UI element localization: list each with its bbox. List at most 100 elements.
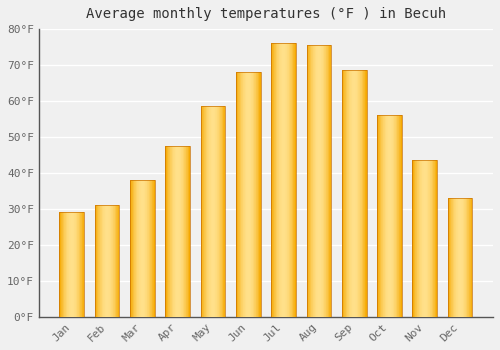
Bar [253,72,254,317]
Bar [175,146,176,317]
Bar [329,45,330,317]
Bar [98,205,99,317]
Bar [138,180,140,317]
Bar [177,146,178,317]
Bar [74,212,75,317]
Bar [420,160,421,317]
Bar [145,180,146,317]
Bar [290,43,291,317]
Bar [456,198,457,317]
Bar [468,198,469,317]
Bar [311,45,312,317]
Bar [137,180,138,317]
Bar [319,45,320,317]
Bar [211,106,212,317]
Bar [344,70,345,317]
Bar [277,43,278,317]
Bar [204,106,205,317]
Bar [294,43,296,317]
Bar [170,146,171,317]
Title: Average monthly temperatures (°F ) in Becuh: Average monthly temperatures (°F ) in Be… [86,7,446,21]
Bar [118,205,119,317]
Bar [346,70,347,317]
Bar [289,43,290,317]
Bar [143,180,144,317]
Bar [317,45,318,317]
Bar [377,116,378,317]
Bar [424,160,425,317]
Bar [176,146,177,317]
Bar [343,70,344,317]
Bar [415,160,416,317]
Bar [459,198,460,317]
Bar [178,146,179,317]
Bar [72,212,73,317]
Bar [181,146,182,317]
Bar [132,180,133,317]
Bar [272,43,273,317]
Bar [82,212,83,317]
Bar [449,198,450,317]
Bar [324,45,325,317]
Bar [354,70,355,317]
Bar [103,205,104,317]
Bar [467,198,468,317]
Bar [390,116,392,317]
Bar [71,212,72,317]
Bar [430,160,431,317]
Bar [144,180,145,317]
Bar [104,205,105,317]
Bar [455,198,456,317]
Bar [81,212,82,317]
Bar [60,212,62,317]
Bar [250,72,251,317]
Bar [381,116,382,317]
Bar [223,106,224,317]
Bar [322,45,323,317]
Bar [257,72,258,317]
Bar [320,45,322,317]
Bar [146,180,148,317]
Bar [107,205,108,317]
Bar [312,45,314,317]
Bar [70,212,71,317]
Bar [429,160,430,317]
Bar [236,72,237,317]
Bar [278,43,280,317]
Bar [239,72,240,317]
Bar [141,180,142,317]
Bar [106,205,107,317]
Bar [213,106,214,317]
Bar [68,212,70,317]
Bar [112,205,114,317]
Bar [182,146,184,317]
Bar [386,116,387,317]
Bar [463,198,464,317]
Bar [154,180,155,317]
Bar [351,70,352,317]
Bar [382,116,384,317]
Bar [347,70,348,317]
Bar [292,43,293,317]
Bar [361,70,362,317]
Bar [285,43,286,317]
Bar [385,116,386,317]
Bar [458,198,459,317]
Bar [111,205,112,317]
Bar [245,72,246,317]
Bar [238,72,239,317]
Bar [249,72,250,317]
Bar [210,106,211,317]
Bar [222,106,223,317]
Bar [172,146,173,317]
Bar [380,116,381,317]
Bar [184,146,185,317]
Bar [105,205,106,317]
Bar [205,106,206,317]
Bar [398,116,400,317]
Bar [133,180,134,317]
Bar [66,212,67,317]
Bar [224,106,226,317]
Bar [67,212,68,317]
Bar [202,106,203,317]
